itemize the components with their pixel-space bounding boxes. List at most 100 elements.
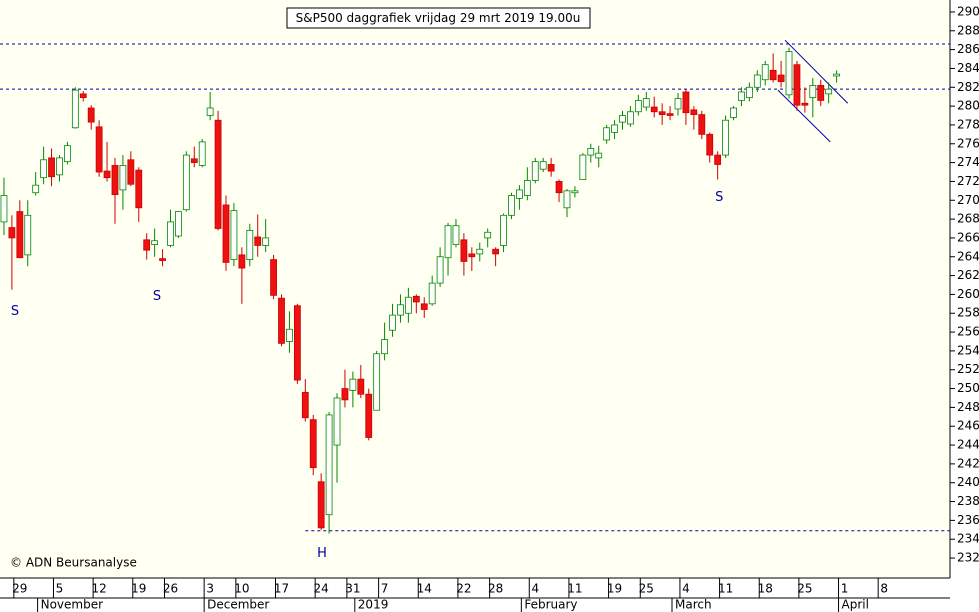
y-tick-label: 2460 [957, 419, 979, 433]
candle-body [325, 414, 333, 516]
x-tick-label: 12 [91, 582, 106, 596]
x-tick-label: 3 [206, 582, 214, 596]
candle-body [111, 165, 119, 196]
candle-body [159, 258, 166, 261]
candle-body [769, 69, 777, 81]
candle-body [611, 124, 618, 133]
x-tick-label: 28 [488, 582, 503, 596]
candle-body [214, 119, 222, 229]
y-tick-label: 2360 [957, 513, 979, 527]
x-tick-label: 17 [274, 582, 289, 596]
candle-body [627, 111, 634, 125]
month-label: April [842, 598, 869, 612]
candle-body [56, 157, 63, 176]
y-tick-label: 2520 [957, 362, 979, 376]
x-tick-label: 1 [841, 582, 849, 596]
candle-body [222, 204, 230, 263]
candle-body [64, 145, 71, 163]
y-tick-label: 2700 [957, 193, 979, 207]
candle-body [278, 297, 285, 344]
candle-body [190, 158, 198, 164]
candle-body [24, 214, 32, 256]
candle-body [801, 102, 809, 106]
y-tick-label: 2320 [957, 551, 979, 565]
y-axis-area [950, 0, 979, 612]
candle-body [508, 195, 515, 216]
month-label: February [524, 598, 577, 612]
candle-body [730, 107, 737, 118]
candle-body [151, 240, 159, 245]
y-tick-label: 2840 [957, 61, 979, 75]
candle-body [135, 169, 143, 209]
candle-body [595, 152, 603, 159]
candle-body [484, 231, 492, 239]
credit: © ADN Beursanalyse [10, 556, 137, 570]
candle-body [103, 170, 111, 179]
y-tick-label: 2720 [957, 174, 979, 188]
candle-body [32, 184, 40, 194]
candle-body [753, 74, 761, 88]
y-tick-label: 2620 [957, 268, 979, 282]
candle-body [175, 211, 182, 237]
y-tick-label: 2780 [957, 117, 979, 131]
candle-body [722, 119, 729, 156]
candle-body [127, 159, 135, 185]
candle-body [286, 328, 293, 342]
candle-body [373, 353, 381, 411]
annotation: S [153, 289, 161, 304]
x-tick-label: 29 [12, 582, 27, 596]
candle-body [357, 378, 365, 395]
candle-body [547, 164, 555, 172]
candle-body [698, 114, 706, 135]
x-tick-label: 8 [880, 582, 888, 596]
x-tick-label: 5 [56, 582, 64, 596]
x-tick-label: 31 [345, 582, 360, 596]
candle-body [397, 304, 404, 316]
candle-body [95, 126, 103, 173]
candle-body [817, 84, 825, 101]
candle-body [531, 161, 539, 181]
candle-body [262, 237, 270, 246]
candle-body [389, 314, 396, 331]
candle-body [706, 133, 714, 156]
plot-area [0, 0, 950, 578]
candle-body [492, 248, 500, 255]
candle-body [238, 254, 246, 269]
candle-body [79, 93, 87, 99]
candle-body [674, 98, 682, 110]
candle-body [642, 98, 650, 108]
y-tick-label: 2740 [957, 155, 979, 169]
candle-body [809, 84, 817, 99]
y-tick-label: 2440 [957, 438, 979, 452]
x-tick-label: 25 [639, 582, 654, 596]
y-tick-label: 2860 [957, 42, 979, 56]
month-label: December [207, 598, 269, 612]
candle-body [500, 214, 507, 246]
x-axis-area [0, 578, 950, 612]
candle-body [349, 378, 357, 391]
candle-body [452, 225, 460, 245]
y-tick-label: 2640 [957, 249, 979, 263]
candle-body [119, 165, 127, 191]
y-tick-label: 2540 [957, 343, 979, 357]
x-tick-label: 25 [797, 582, 812, 596]
x-tick-label: 26 [163, 582, 178, 596]
annotation: H [317, 546, 327, 561]
y-tick-label: 2760 [957, 136, 979, 150]
candle-body [650, 106, 658, 113]
month-label: November [41, 598, 103, 612]
candle-body [777, 74, 785, 83]
title-box [286, 7, 591, 29]
candle-body [301, 391, 309, 419]
candle-body [317, 481, 325, 529]
candle-body [476, 248, 484, 255]
candle-body [0, 195, 8, 223]
candle-body [468, 253, 476, 258]
candle-body [603, 127, 611, 141]
candle-body [460, 239, 468, 262]
candle-body [293, 305, 301, 381]
candle-body [365, 393, 373, 438]
y-tick-label: 2600 [957, 287, 979, 301]
y-tick-label: 2480 [957, 400, 979, 414]
candle-body [404, 296, 412, 314]
